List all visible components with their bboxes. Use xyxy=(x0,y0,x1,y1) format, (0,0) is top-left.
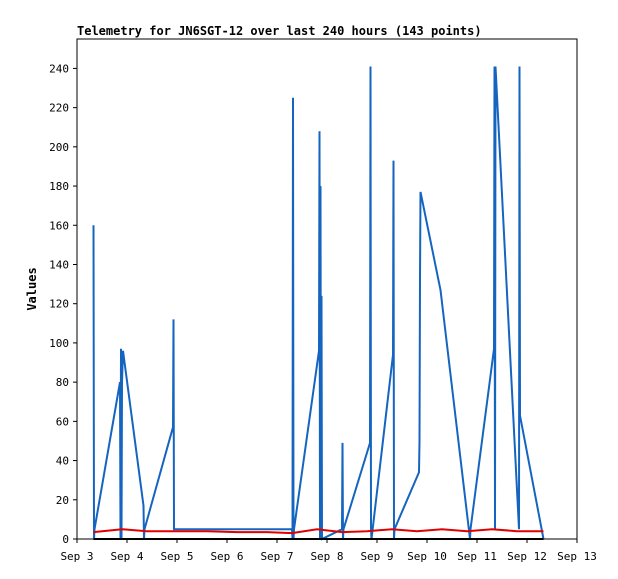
y-tick-label: 60 xyxy=(56,415,69,428)
y-tick-label: 20 xyxy=(56,494,69,507)
y-tick-label: 180 xyxy=(49,180,69,193)
y-tick-label: 40 xyxy=(56,455,69,468)
x-tick-label: Sep 13 xyxy=(557,550,597,563)
y-tick-label: 0 xyxy=(62,533,69,546)
y-tick-label: 200 xyxy=(49,141,69,154)
x-tick-label: Sep 6 xyxy=(210,550,243,563)
series-line-2 xyxy=(93,528,544,535)
x-tick-label: Sep 11 xyxy=(457,550,497,563)
y-tick-label: 160 xyxy=(49,219,69,232)
x-tick-label: Sep 7 xyxy=(260,550,293,563)
x-tick-label: Sep 12 xyxy=(507,550,547,563)
axis-layer: 0 20 40 60 80 100 120 140 160 180 200 220 240 Sep 3 Se… xyxy=(49,62,597,563)
x-tick-label: Sep 3 xyxy=(60,550,93,563)
y-tick-label: 140 xyxy=(49,258,69,271)
y-tick-label: 240 xyxy=(49,62,69,75)
series-line-1 xyxy=(92,66,545,541)
x-tick-label: Sep 8 xyxy=(310,550,343,563)
y-tick-label: 80 xyxy=(56,376,69,389)
y-tick-label: 220 xyxy=(49,102,69,115)
series-layer xyxy=(92,66,545,541)
x-tick-label: Sep 9 xyxy=(360,550,393,563)
y-axis-label: Values xyxy=(25,267,39,310)
x-tick-label: Sep 5 xyxy=(160,550,193,563)
y-tick-label: 120 xyxy=(49,298,69,311)
y-tick-label: 100 xyxy=(49,337,69,350)
x-tick-label: Sep 4 xyxy=(110,550,143,563)
x-tick-label: Sep 10 xyxy=(407,550,447,563)
chart-title: Telemetry for JN6SGT-12 over last 240 ho… xyxy=(77,24,482,38)
plot-area-frame xyxy=(76,38,578,540)
